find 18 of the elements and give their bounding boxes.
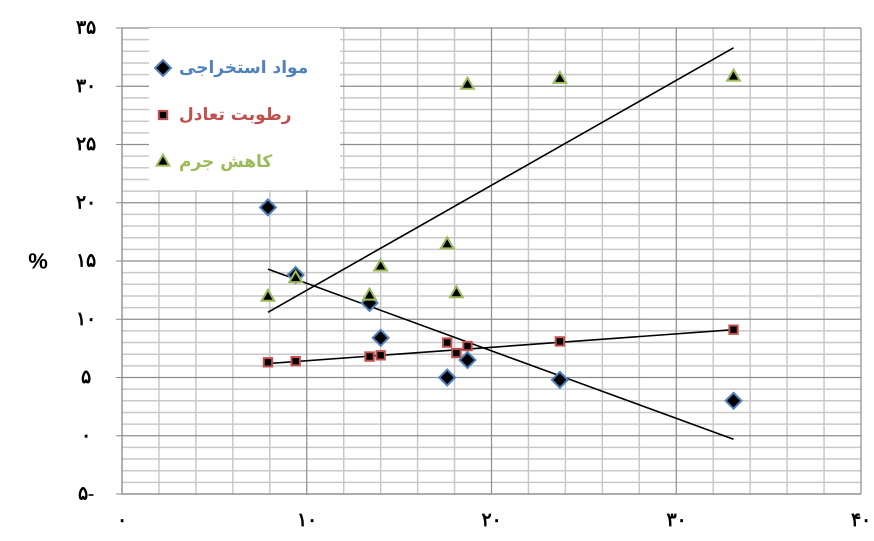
y-tick-label: ۵-: [78, 484, 94, 504]
y-tick-label: ۵: [81, 367, 91, 388]
y-tick-label: ۱۵: [76, 250, 96, 272]
x-tick-label: ۱۰: [296, 510, 317, 531]
y-axis-title: %: [28, 248, 48, 274]
y-tick-label: ۳۵: [76, 18, 96, 38]
x-tick-label: ۰: [117, 510, 127, 531]
x-tick-label: ۲۰: [482, 510, 502, 531]
y-tick-label: ۱۰: [76, 308, 96, 330]
y-tick-label: ۲۵: [76, 134, 96, 155]
y-tick-label: ۲۰: [76, 192, 96, 214]
legend-label: رطوبت تعادل: [179, 105, 292, 125]
x-tick-label: ۴۰: [851, 510, 871, 531]
y-tick-label: ۰: [81, 425, 91, 446]
x-tick-label: ۳۰: [666, 510, 686, 531]
legend-label: کاهش جرم: [179, 152, 272, 172]
y-tick-label: ۳۰: [76, 76, 96, 97]
legend-label: مواد استخراجی: [179, 58, 308, 78]
